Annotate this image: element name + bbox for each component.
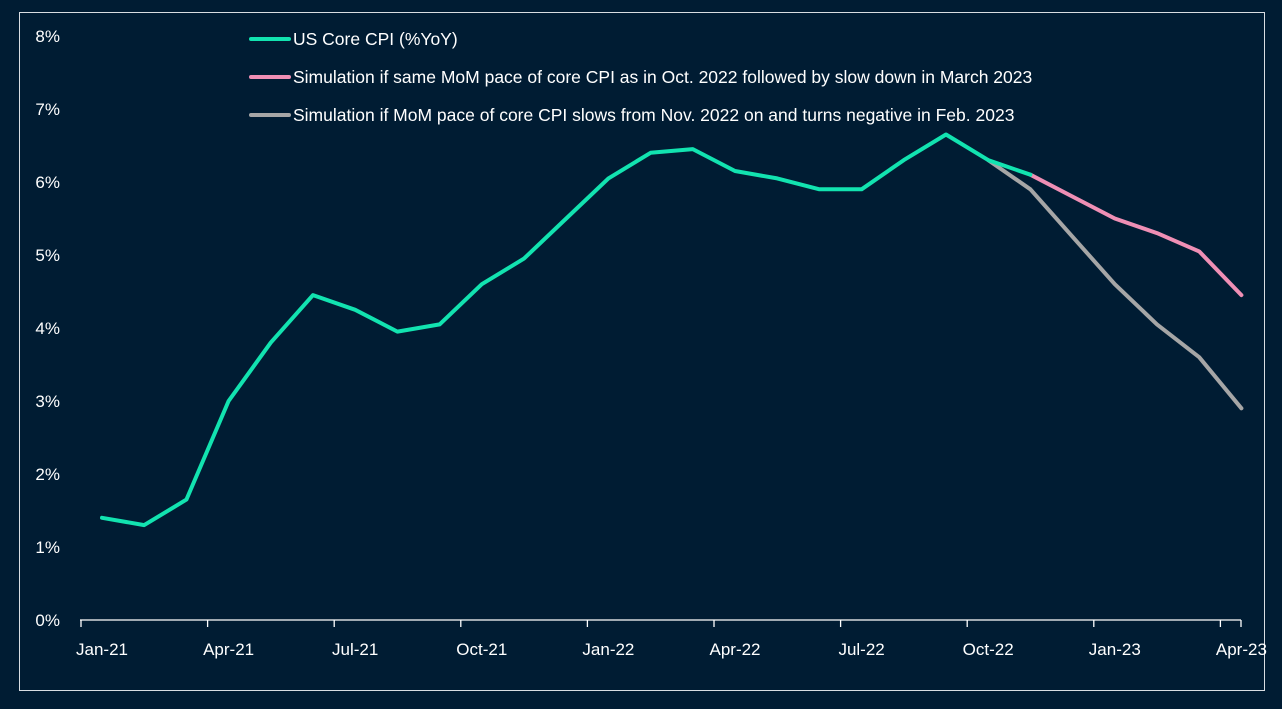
legend: US Core CPI (%YoY) Simulation if same MoM… <box>249 29 1032 125</box>
y-tick-label: 0% <box>35 611 60 630</box>
x-tick-label: Jul-21 <box>332 640 378 659</box>
y-tick-label: 8% <box>35 27 60 46</box>
y-tick-label: 6% <box>35 173 60 192</box>
x-tick-label: Jan-21 <box>76 640 128 659</box>
x-tick-label: Jul-22 <box>838 640 884 659</box>
y-axis: 0% 1% 2% 3% 4% 5% 6% 7% 8% <box>35 27 60 630</box>
series-line-1 <box>1028 172 1244 298</box>
y-tick-label: 1% <box>35 538 60 557</box>
y-tick-label: 3% <box>35 392 60 411</box>
x-tick-label: Jan-22 <box>582 640 634 659</box>
y-tick-label: 7% <box>35 100 60 119</box>
x-tick-label: Oct-22 <box>963 640 1014 659</box>
legend-label-1: Simulation if same MoM pace of core CPI … <box>293 67 1032 87</box>
x-tick-label: Apr-23 <box>1216 640 1267 659</box>
x-axis: Jan-21 Apr-21 Jul-21 Oct-21 Jan-22 Apr-22 Jul-… <box>76 619 1267 659</box>
y-tick-label: 2% <box>35 465 60 484</box>
x-tick-label: Apr-21 <box>203 640 254 659</box>
series-layer <box>100 132 1244 528</box>
y-tick-label: 4% <box>35 319 60 338</box>
x-tick-label: Jan-23 <box>1089 640 1141 659</box>
y-tick-label: 5% <box>35 246 60 265</box>
legend-label-2: Simulation if MoM pace of core CPI slows… <box>293 105 1014 125</box>
series-line-0 <box>100 132 1033 528</box>
series-line-2 <box>986 158 1244 411</box>
x-tick-label: Oct-21 <box>456 640 507 659</box>
legend-label-0: US Core CPI (%YoY) <box>293 29 458 49</box>
x-tick-label: Apr-22 <box>709 640 760 659</box>
chart-frame <box>19 12 1265 691</box>
